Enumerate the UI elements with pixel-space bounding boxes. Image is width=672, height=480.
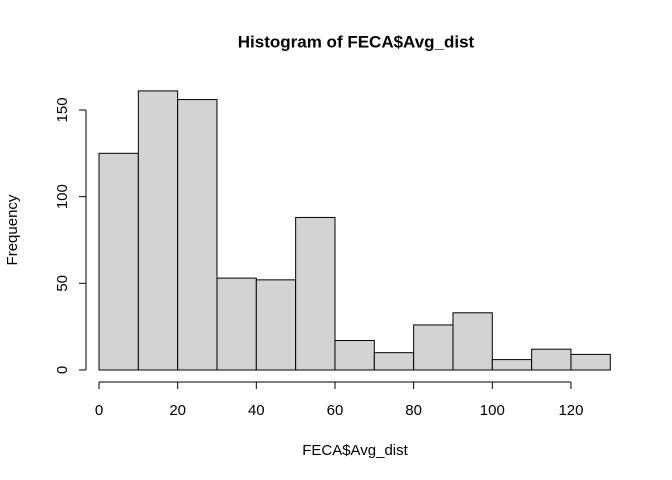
bar [570,353,611,371]
bar [491,359,533,371]
bar [216,277,257,371]
y-tick-label: 0 [54,366,71,374]
y-tick-label: 150 [54,97,71,122]
bar [98,152,139,371]
bar [334,340,375,371]
bar [255,279,297,371]
bar [177,99,218,371]
x-tick-label: 20 [169,402,186,419]
y-axis-label: Frequency [4,194,21,265]
bar [413,324,454,371]
x-tick-label: 100 [480,402,505,419]
y-tick-label: 50 [54,275,71,292]
x-axis-label: FECA$Avg_dist [302,442,408,459]
x-tick-label: 40 [248,402,265,419]
bar [295,216,336,371]
bar [137,90,179,371]
x-tick-label: 120 [558,402,583,419]
x-tick-label: 0 [95,402,103,419]
bar [531,348,572,371]
x-tick-label: 80 [405,402,422,419]
bar [373,352,415,371]
y-tick-label: 100 [54,184,71,209]
chart-title: Histogram of FECA$Avg_dist [238,32,475,51]
bar [452,312,493,371]
x-tick-label: 60 [327,402,344,419]
